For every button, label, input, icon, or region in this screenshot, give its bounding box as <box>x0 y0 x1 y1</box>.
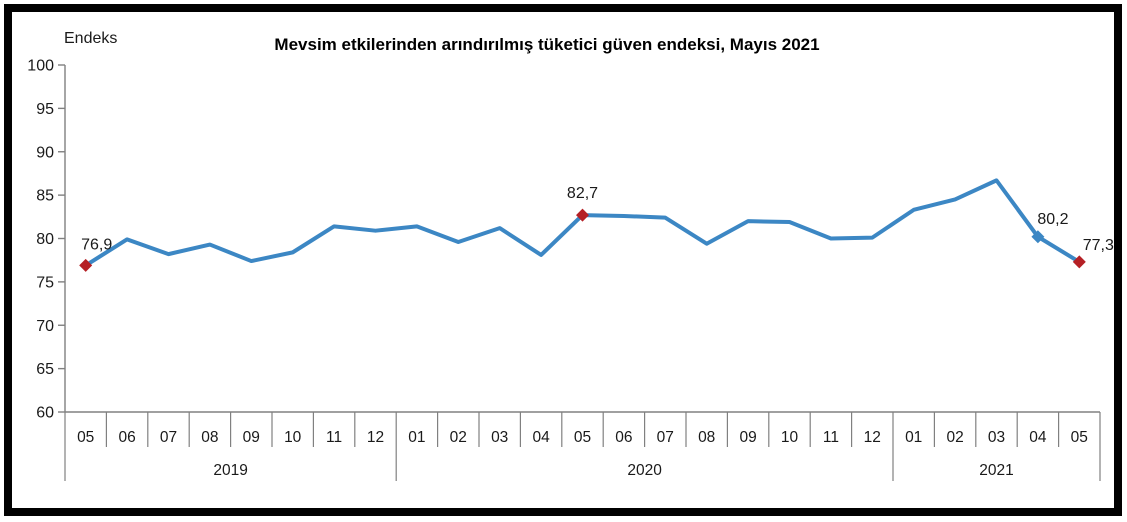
month-label: 10 <box>781 429 799 446</box>
month-label: 07 <box>657 429 674 446</box>
chart-frame-border <box>4 4 1122 516</box>
y-tick-label: 80 <box>36 231 54 248</box>
y-tick-label: 95 <box>36 101 54 118</box>
year-label: 2019 <box>213 462 247 479</box>
month-label: 02 <box>946 429 963 446</box>
month-label: 05 <box>77 429 94 446</box>
data-point-label: 77,3 <box>1083 237 1114 254</box>
data-point-label: 80,2 <box>1037 211 1068 228</box>
month-label: 01 <box>905 429 922 446</box>
data-point-label: 82,7 <box>567 185 598 202</box>
month-label: 04 <box>532 429 550 446</box>
month-label: 08 <box>201 429 218 446</box>
month-label: 06 <box>118 429 135 446</box>
y-tick-label: 60 <box>36 405 54 422</box>
month-label: 10 <box>284 429 302 446</box>
month-label: 06 <box>615 429 632 446</box>
month-label: 03 <box>491 429 508 446</box>
data-point-marker <box>79 258 93 272</box>
year-label: 2020 <box>627 462 662 479</box>
year-label: 2021 <box>979 462 1013 479</box>
month-label: 01 <box>408 429 425 446</box>
y-tick-label: 65 <box>36 361 54 378</box>
chart-title: Mevsim etkilerinden arındırılmış tüketic… <box>274 35 820 54</box>
y-tick-label: 70 <box>36 318 54 335</box>
month-label: 09 <box>739 429 756 446</box>
month-label: 12 <box>864 429 881 446</box>
month-label: 11 <box>823 429 839 446</box>
data-point-marker <box>1072 255 1086 269</box>
month-label: 08 <box>698 429 715 446</box>
y-tick-label: 85 <box>36 188 54 205</box>
month-label: 12 <box>367 429 384 446</box>
data-point-marker <box>1031 230 1045 244</box>
data-point-marker <box>576 208 589 222</box>
month-label: 09 <box>243 429 260 446</box>
month-label: 07 <box>160 429 177 446</box>
month-label: 02 <box>450 429 467 446</box>
month-label: 11 <box>326 429 342 446</box>
y-axis-unit-label: Endeks <box>64 30 118 47</box>
month-label: 03 <box>988 429 1005 446</box>
month-label: 04 <box>1029 429 1047 446</box>
month-label: 05 <box>1071 429 1088 446</box>
data-point-label: 76,9 <box>81 236 112 253</box>
y-tick-label: 75 <box>36 274 54 291</box>
y-tick-label: 100 <box>27 58 54 75</box>
month-label: 05 <box>574 429 591 446</box>
y-tick-label: 90 <box>36 144 54 161</box>
